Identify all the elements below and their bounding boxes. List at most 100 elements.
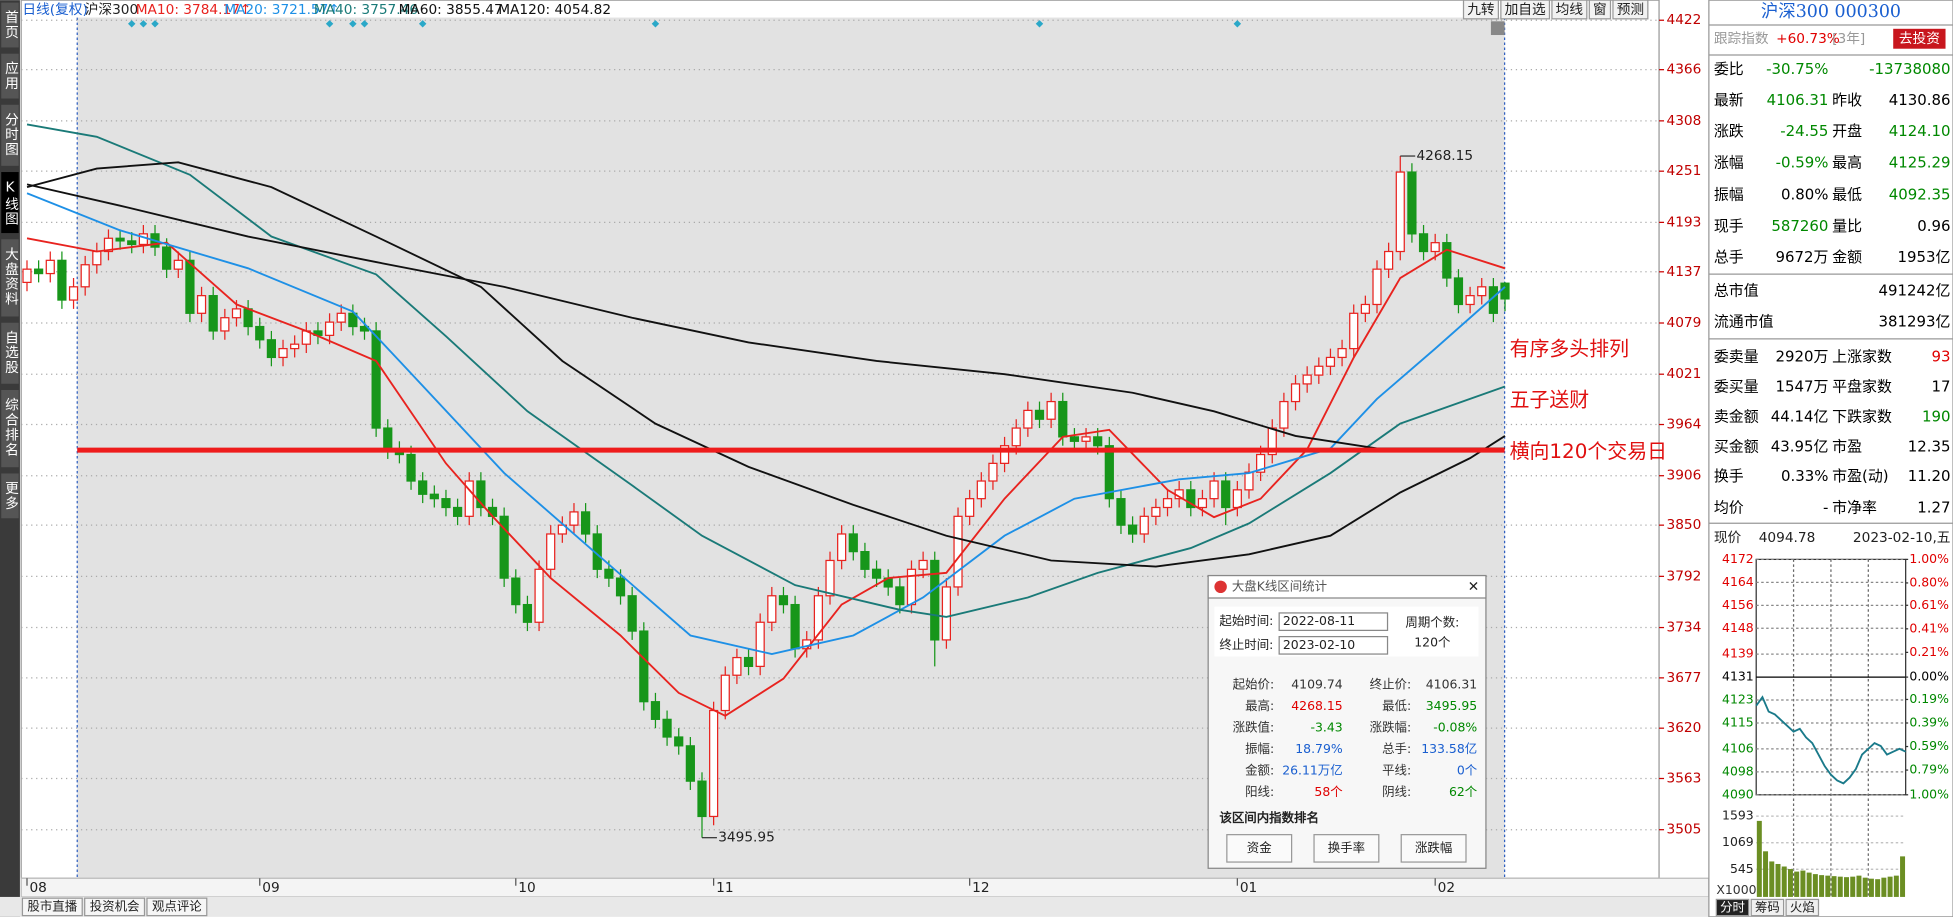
event-marker	[1233, 20, 1242, 28]
left-tab[interactable]	[1, 172, 19, 234]
bottom-tab[interactable]	[21, 897, 83, 917]
candle-body	[1104, 445, 1114, 500]
left-tab-label[interactable]: K线图	[2, 180, 19, 227]
left-tab-label[interactable]: 综合排名	[2, 397, 19, 457]
left-tab[interactable]	[1, 239, 19, 317]
toolbar-label[interactable]: 预测	[1617, 2, 1644, 18]
intraday-y-label: 4131	[1722, 669, 1754, 684]
intraday-y-label: 4098	[1722, 763, 1754, 778]
quote-value: -30.75%	[1766, 60, 1828, 78]
dialog-button[interactable]	[1226, 834, 1293, 863]
panel-tab-label[interactable]: 筹码	[1755, 900, 1780, 915]
bottom-tab-label[interactable]: 观点评论	[152, 898, 202, 913]
volume-bar	[1893, 875, 1899, 897]
quote-value: 1.27	[1917, 498, 1950, 516]
left-tab-label[interactable]: 应用	[2, 60, 19, 91]
legend-entry: MA120: 4054.82	[498, 2, 611, 18]
panel-tab[interactable]	[1750, 898, 1785, 917]
toolbar-button[interactable]	[1612, 0, 1649, 20]
y-tick-label: 3563	[1667, 770, 1702, 786]
dialog-close[interactable]: ✕	[1468, 579, 1479, 595]
toolbar-label[interactable]: 加自选	[1505, 2, 1546, 18]
candle-body	[1256, 453, 1266, 473]
stat-label: 总手:	[1382, 741, 1411, 756]
candle-body	[709, 709, 719, 818]
quote-value: 190	[1922, 407, 1951, 425]
bottom-tab-label[interactable]: 投资机会	[90, 898, 140, 913]
left-tab-label[interactable]: 大盘资料	[2, 247, 19, 307]
candle-body	[1197, 498, 1208, 509]
stat-label: 振幅:	[1245, 741, 1274, 756]
left-tab[interactable]	[1, 53, 19, 99]
quote-label: 委卖量	[1714, 348, 1759, 366]
left-tab[interactable]	[1, 104, 19, 166]
left-tab[interactable]	[1, 322, 19, 384]
left-tab-label[interactable]: 分时图	[2, 112, 19, 157]
intraday-y2-label: 1.00%	[1909, 786, 1949, 801]
toolbar-label[interactable]: 均线	[1556, 2, 1584, 18]
left-tab-label[interactable]: 自选股	[2, 330, 19, 375]
panel-tab[interactable]	[1785, 898, 1820, 917]
toolbar-button[interactable]	[1588, 0, 1612, 20]
stat-label: 终止价:	[1370, 677, 1412, 692]
toolbar-button[interactable]	[1551, 0, 1588, 20]
candle-body	[185, 259, 195, 314]
volume-bar	[1881, 877, 1887, 897]
candle-body	[1023, 409, 1033, 429]
candle-body	[697, 780, 707, 818]
left-tab[interactable]	[1, 2, 19, 48]
left-tab[interactable]	[1, 389, 19, 468]
candle-body	[999, 445, 1010, 464]
quote-label: 市净率	[1832, 498, 1877, 516]
dialog-button[interactable]	[1400, 834, 1467, 863]
left-tab[interactable]	[1, 473, 19, 519]
intraday-y2-label: 0.39%	[1909, 714, 1949, 729]
legend-entry: MA10: 3784.17↑	[136, 2, 252, 18]
stat-label: 起始价:	[1233, 677, 1275, 692]
candle-body	[1360, 303, 1370, 314]
candle-body	[1337, 347, 1347, 359]
dialog-button-label[interactable]: 换手率	[1328, 840, 1365, 855]
dialog-button-label[interactable]: 资金	[1247, 840, 1272, 855]
start-input[interactable]	[1278, 612, 1389, 632]
intraday-y2-label: 0.61%	[1909, 597, 1949, 612]
panel-tab[interactable]	[1715, 898, 1750, 917]
toolbar-button[interactable]	[1462, 0, 1500, 20]
volume-bar	[1837, 876, 1843, 897]
quote-value: 12.35	[1908, 437, 1951, 455]
candle-body	[976, 480, 986, 500]
bottom-tab[interactable]	[146, 897, 208, 917]
y-tick-label: 3734	[1667, 620, 1702, 636]
toolbar-label[interactable]: 窗	[1593, 1, 1607, 18]
invest-button[interactable]	[1893, 28, 1946, 49]
quote-label: 平盘家数	[1832, 378, 1892, 396]
toolbar-label[interactable]: 九转	[1467, 2, 1495, 18]
candle-body	[825, 559, 835, 597]
candle-body	[1453, 277, 1464, 306]
dialog-button[interactable]	[1313, 834, 1380, 863]
volume-bar	[1800, 870, 1806, 897]
stat-label: 最高:	[1245, 698, 1274, 713]
toolbar-button[interactable]	[1500, 0, 1551, 20]
candle-body	[674, 736, 684, 747]
y-tick-label: 3792	[1667, 568, 1702, 584]
intraday-y-label: 4090	[1722, 786, 1754, 801]
dialog-icon	[1214, 580, 1227, 594]
left-tab-label[interactable]: 更多	[2, 481, 19, 511]
panel-tab-label[interactable]: 分时	[1720, 900, 1745, 915]
candle-body	[767, 595, 777, 623]
bottom-tab[interactable]	[84, 897, 146, 917]
end-input[interactable]	[1278, 635, 1389, 655]
panel-tab-label[interactable]: 火焰	[1790, 900, 1815, 915]
candle-body	[348, 312, 358, 328]
close-box[interactable]	[1490, 21, 1505, 36]
invest-label[interactable]: 去投资	[1899, 31, 1940, 47]
candle-body	[1244, 471, 1254, 491]
candle-body	[1349, 312, 1359, 350]
bottom-tab-label[interactable]: 股市直播	[27, 898, 77, 913]
candle-body	[604, 568, 614, 579]
candle-body	[1058, 400, 1068, 438]
left-tab-label[interactable]: 首页	[2, 10, 19, 40]
volume-bar	[1763, 851, 1769, 897]
dialog-button-label[interactable]: 涨跌幅	[1415, 840, 1452, 855]
